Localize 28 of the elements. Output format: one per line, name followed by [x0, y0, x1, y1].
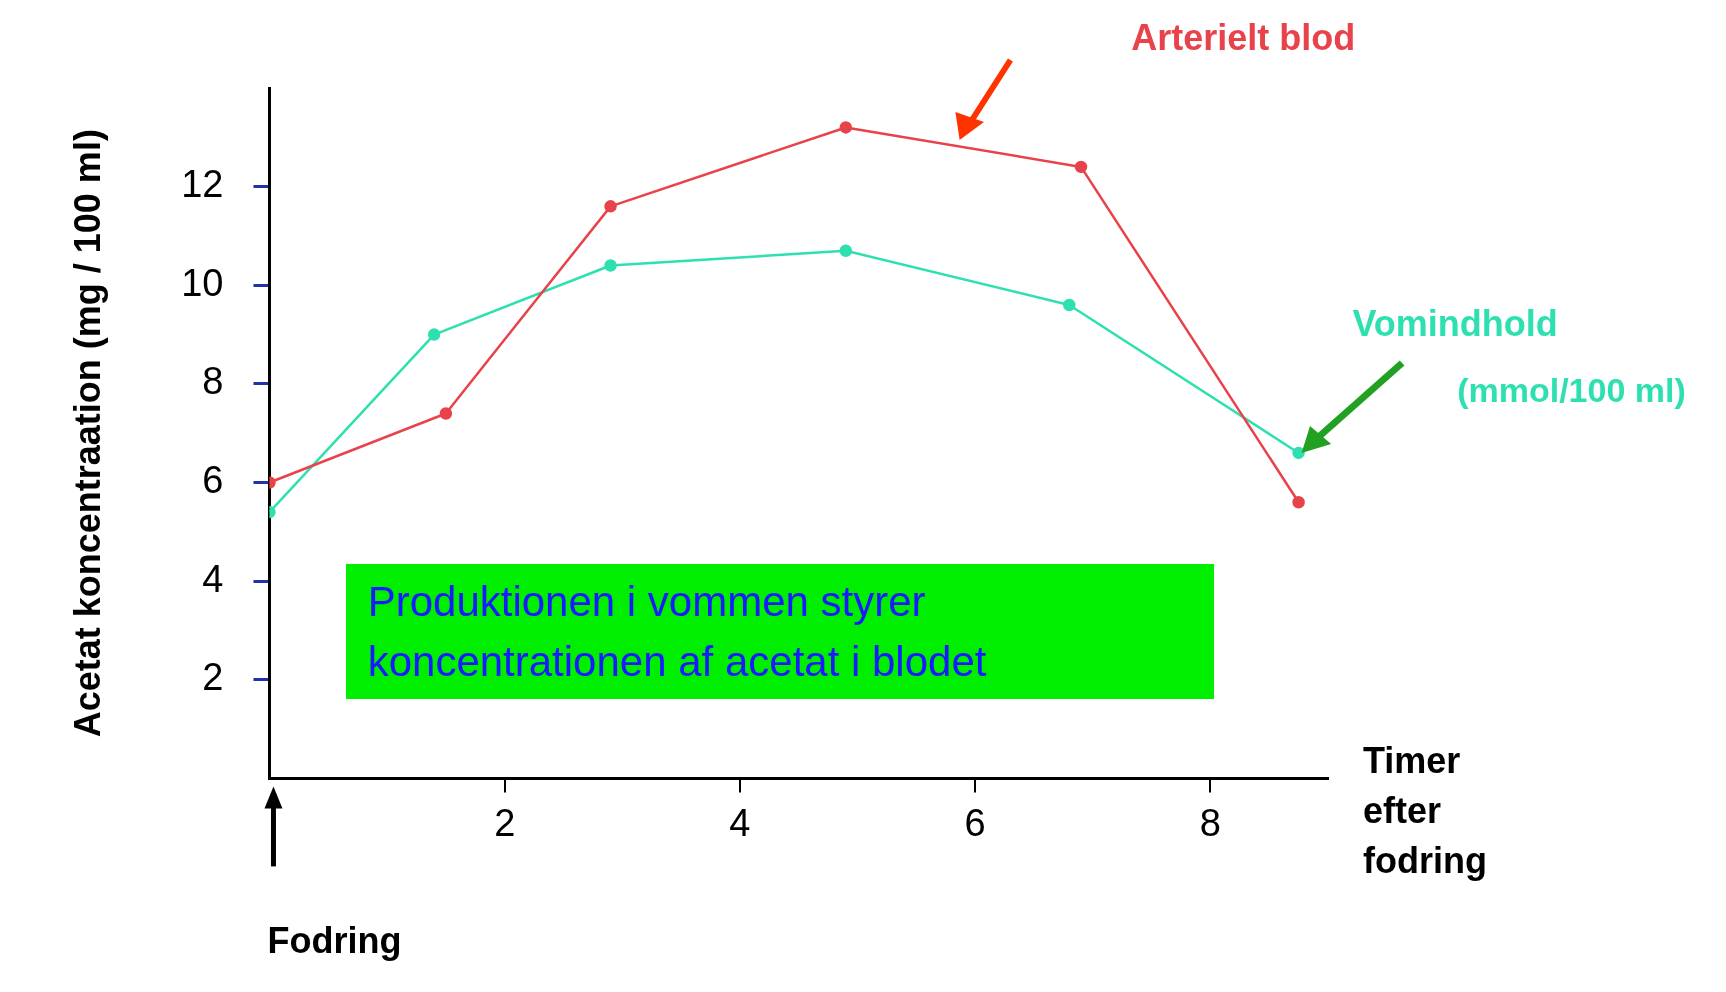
note-box: Produktionen i vommen styrer koncentrationen af acetat i blodet: [345, 564, 1214, 699]
point: [427, 328, 441, 341]
point: [839, 121, 853, 134]
x-axis-title: Timer efter fodring: [1363, 740, 1487, 882]
point: [1292, 495, 1305, 509]
point: [1292, 446, 1305, 460]
y-tick-label: 12: [181, 163, 224, 206]
y-tick-label: 2: [202, 656, 224, 699]
point: [839, 244, 853, 257]
point: [439, 407, 453, 420]
y-tick-label: 4: [202, 557, 224, 600]
annotation: Produktionen i vommen styrer koncentrationen af acetat i blodet: [367, 576, 988, 687]
point: [1074, 160, 1088, 174]
x-tick-label: 2: [494, 801, 516, 844]
text: Arterielt blod: [1131, 16, 1356, 58]
point: [604, 200, 617, 213]
y-tick-label: 10: [181, 261, 224, 304]
point: [604, 259, 617, 272]
x-tick-label: 4: [729, 801, 751, 844]
text: Vomindhold: [1352, 302, 1558, 344]
text: (mmol/100 ml): [1457, 371, 1686, 410]
y-tick-label: 8: [202, 360, 224, 403]
x-tick-label: 8: [1199, 801, 1221, 844]
text: Fodring: [267, 919, 402, 961]
point: [1063, 298, 1076, 312]
x-tick-label: 6: [964, 801, 986, 844]
y-tick-label: 6: [202, 459, 224, 501]
y-axis-title: Acetat koncentraation (mg / 100 ml): [66, 129, 108, 738]
